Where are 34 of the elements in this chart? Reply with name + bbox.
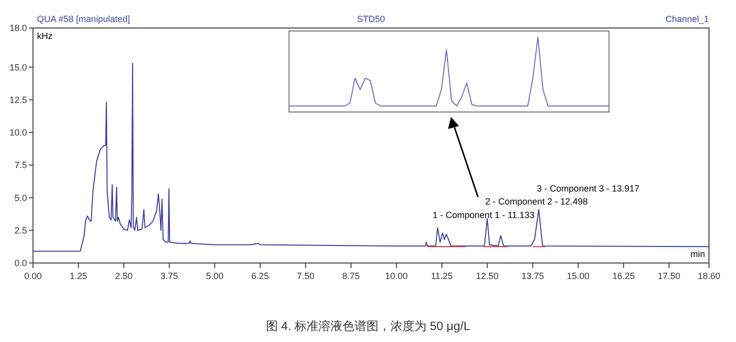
text: Channel_1 (665, 14, 709, 24)
x-axis-title: min (690, 249, 705, 259)
x-tick-label: 0.00 (24, 271, 42, 281)
caption: 图 4. 标准溶液色谱图，浓度为 50 μg/L (266, 319, 470, 333)
chart-title: STD50 (356, 14, 386, 24)
y-tick-label: 7.5 (14, 160, 27, 170)
x-tick-label: 7.50 (296, 271, 314, 281)
y-tick-label: 12.5 (9, 94, 27, 105)
x-tick-label: 17.50 (658, 271, 680, 281)
x-tick-label: 18.60 (698, 271, 720, 281)
x-tick-label: 8.75 (342, 271, 360, 281)
annotation: 1 - Component 1 - 11.133 (432, 210, 535, 220)
line-series (32, 62, 710, 252)
x-tick-label: 1.25 (70, 271, 88, 281)
annotation: 2 - Component 2 - 12.498 (485, 196, 588, 207)
annotation: 3 - Component 3 - 13.917 (536, 183, 640, 194)
x-tick-label: 15.00 (566, 271, 590, 281)
y-tick-label: 10.0 (9, 128, 27, 138)
x-tick-label: 12.50 (476, 271, 499, 281)
y-tick-label: 18.0 (9, 23, 27, 34)
y-tick-label: 0.0 (14, 258, 27, 268)
x-tick-label: 2.50 (115, 271, 133, 281)
x-tick-label: 11.25 (430, 271, 453, 281)
chart-subtitle: QUA #58 [manipulated] (37, 14, 130, 24)
x-tick-label: 13.75 (521, 271, 544, 281)
y-tick-label: 5.0 (14, 192, 27, 203)
y-tick-label: 2.5 (14, 226, 27, 236)
y-axis-title: kHz (37, 31, 53, 41)
x-tick-label: 3.75 (160, 271, 178, 281)
y-tick-label: 15.0 (9, 62, 27, 72)
x-tick-label: 5.00 (206, 271, 224, 281)
x-tick-label: 10.00 (385, 271, 408, 281)
x-tick-label: 6.25 (251, 271, 269, 281)
x-tick-label: 16.25 (612, 271, 635, 281)
